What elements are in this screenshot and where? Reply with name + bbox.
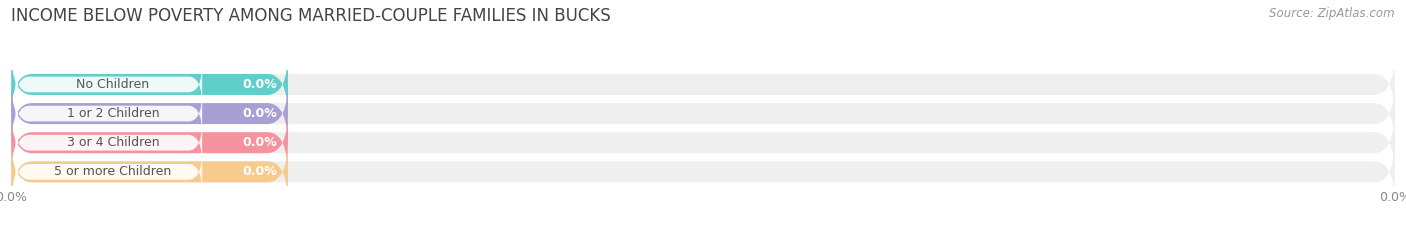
Text: 5 or more Children: 5 or more Children — [55, 165, 172, 178]
Text: Source: ZipAtlas.com: Source: ZipAtlas.com — [1270, 7, 1395, 20]
FancyBboxPatch shape — [11, 80, 1395, 147]
FancyBboxPatch shape — [15, 121, 202, 164]
FancyBboxPatch shape — [15, 63, 202, 106]
FancyBboxPatch shape — [11, 139, 1395, 205]
Text: No Children: No Children — [76, 78, 149, 91]
Text: 0.0%: 0.0% — [242, 165, 277, 178]
Text: 3 or 4 Children: 3 or 4 Children — [66, 136, 159, 149]
Text: 0.0%: 0.0% — [242, 78, 277, 91]
FancyBboxPatch shape — [11, 110, 288, 176]
FancyBboxPatch shape — [11, 80, 288, 147]
Text: 0.0%: 0.0% — [242, 107, 277, 120]
FancyBboxPatch shape — [15, 92, 202, 135]
Text: 0.0%: 0.0% — [242, 136, 277, 149]
Text: 1 or 2 Children: 1 or 2 Children — [66, 107, 159, 120]
Text: INCOME BELOW POVERTY AMONG MARRIED-COUPLE FAMILIES IN BUCKS: INCOME BELOW POVERTY AMONG MARRIED-COUPL… — [11, 7, 612, 25]
FancyBboxPatch shape — [15, 151, 202, 193]
FancyBboxPatch shape — [11, 110, 1395, 176]
FancyBboxPatch shape — [11, 51, 1395, 118]
FancyBboxPatch shape — [11, 51, 288, 118]
FancyBboxPatch shape — [11, 139, 288, 205]
